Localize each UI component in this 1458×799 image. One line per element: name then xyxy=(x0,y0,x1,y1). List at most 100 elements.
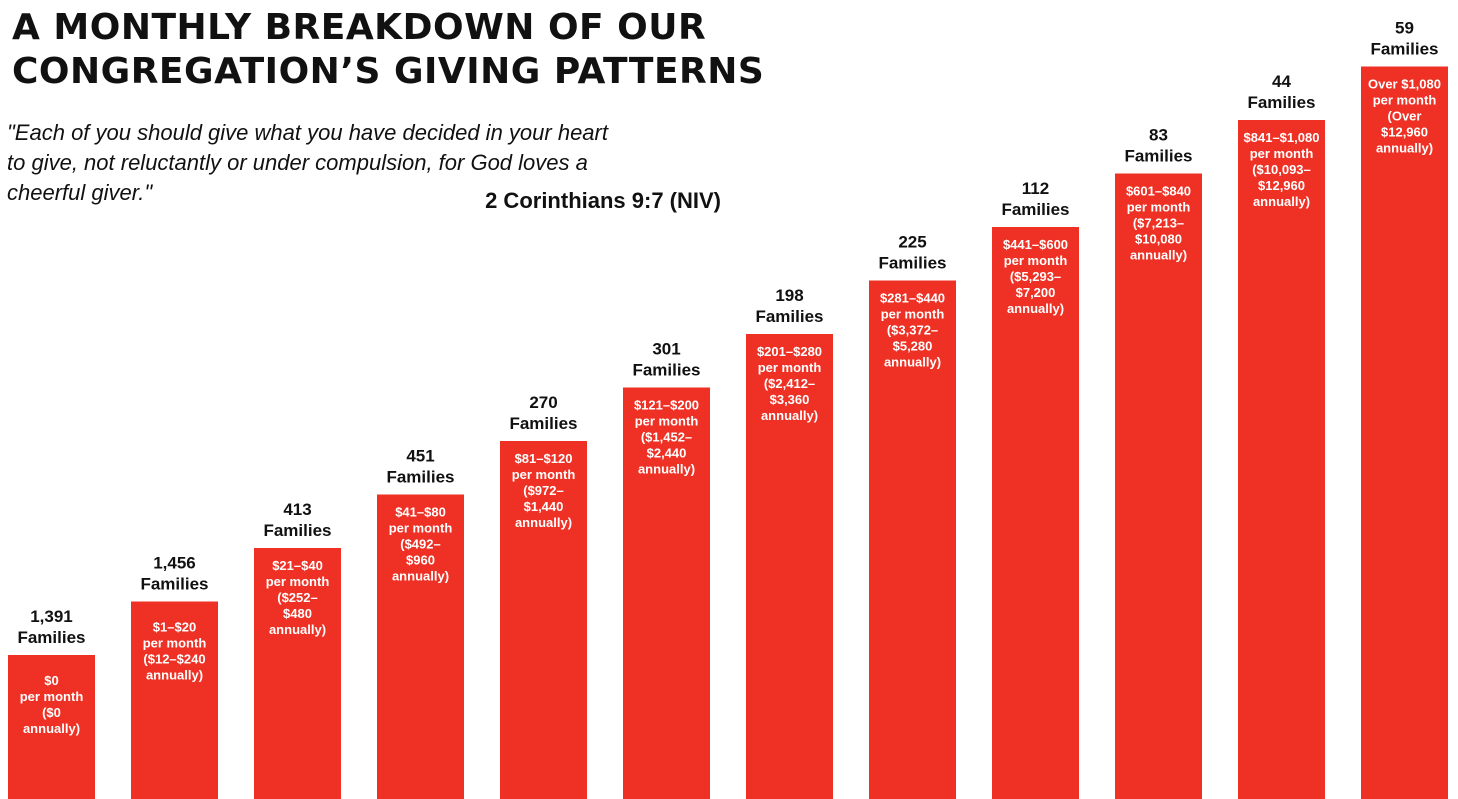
bar xyxy=(1238,120,1325,799)
bar-category-label: per month xyxy=(512,467,576,482)
bar-category-label: per month xyxy=(1127,200,1191,215)
chart-title: A MONTHLY BREAKDOWN OF OUR CONGREGATION’… xyxy=(12,6,772,94)
bar-category-label: $1–$20 xyxy=(153,620,196,635)
bar-category-label: $41–$80 xyxy=(395,505,446,520)
bar-category-label: $10,080 xyxy=(1135,232,1182,247)
bar-value-label: 301 xyxy=(652,340,680,359)
bar-value-label: 451 xyxy=(406,447,434,466)
bar-category-label: $960 xyxy=(406,553,435,568)
bar-category-label: $841–$1,080 xyxy=(1244,130,1320,145)
bar-category-label: per month xyxy=(266,574,330,589)
quote-line-3: cheerful giver." xyxy=(7,180,153,205)
bar-category-label: $121–$200 xyxy=(634,398,699,413)
bar-value-label: 413 xyxy=(283,500,311,519)
bar-category-label: annually) xyxy=(761,408,818,423)
title-line-2: CONGREGATION’S GIVING PATTERNS xyxy=(12,51,765,92)
bar-category-label: ($972– xyxy=(523,483,563,498)
bar-value-label: 1,391 xyxy=(30,607,73,626)
bar xyxy=(500,441,587,799)
bar-category-label: $12,960 xyxy=(1381,125,1428,140)
bar-category-label: per month xyxy=(635,414,699,429)
bar-unit-label: Families xyxy=(17,628,85,647)
bar-unit-label: Families xyxy=(1001,200,1069,219)
bar-unit-label: Families xyxy=(1247,93,1315,112)
bar-category-label: $281–$440 xyxy=(880,291,945,306)
bar-category-label: $480 xyxy=(283,606,312,621)
bar-category-label: ($5,293– xyxy=(1010,269,1061,284)
bar-category-label: annually) xyxy=(1007,301,1064,316)
bar-category-label: annually) xyxy=(1130,248,1187,263)
bar xyxy=(746,334,833,799)
bar-category-label: $1,440 xyxy=(524,499,564,514)
bar xyxy=(1361,66,1448,799)
bar-category-label: ($2,412– xyxy=(764,376,815,391)
bar-value-label: 59 xyxy=(1395,19,1414,38)
bar-category-label: ($0 xyxy=(42,705,61,720)
bar-category-label: ($492– xyxy=(400,537,440,552)
bar-unit-label: Families xyxy=(509,414,577,433)
quote-line-1: "Each of you should give what you have d… xyxy=(7,120,608,145)
bar xyxy=(1115,173,1202,799)
bar-category-label: per month xyxy=(881,307,945,322)
title-line-1: A MONTHLY BREAKDOWN OF OUR xyxy=(12,7,707,48)
bar-category-label: per month xyxy=(1250,146,1314,161)
bar xyxy=(623,387,710,799)
bar-category-label: ($10,093– xyxy=(1252,162,1311,177)
bar-unit-label: Families xyxy=(632,361,700,380)
bar-unit-label: Families xyxy=(878,254,946,273)
bar-category-label: (Over xyxy=(1388,109,1422,124)
bar-value-label: 198 xyxy=(775,286,803,305)
bar-category-label: per month xyxy=(143,636,207,651)
scripture-quote: "Each of you should give what you have d… xyxy=(7,118,737,208)
bar-value-label: 1,456 xyxy=(153,554,196,573)
bar-category-label: $441–$600 xyxy=(1003,237,1068,252)
bar-category-label: annually) xyxy=(884,355,941,370)
bar-category-label: $601–$840 xyxy=(1126,184,1191,199)
bar-category-label: $81–$120 xyxy=(515,451,573,466)
bar-unit-label: Families xyxy=(140,575,208,594)
bar-category-label: ($1,452– xyxy=(641,430,692,445)
bar-unit-label: Families xyxy=(1124,147,1192,166)
bar-category-label: annually) xyxy=(1376,141,1433,156)
bar-category-label: per month xyxy=(20,689,84,704)
bar-category-label: $0 xyxy=(44,673,58,688)
bar-category-label: $3,360 xyxy=(770,392,810,407)
bar-category-label: Over $1,080 xyxy=(1368,77,1441,92)
scripture-citation: 2 Corinthians 9:7 (NIV) xyxy=(485,188,721,213)
bar-category-label: annually) xyxy=(392,569,449,584)
bar-category-label: annually) xyxy=(638,462,695,477)
bar-category-label: per month xyxy=(758,360,822,375)
bar-category-label: ($12–$240 xyxy=(143,652,205,667)
bar-unit-label: Families xyxy=(386,468,454,487)
bar-value-label: 270 xyxy=(529,393,557,412)
quote-line-2: to give, not reluctantly or under compul… xyxy=(7,150,588,175)
bar-category-label: $5,280 xyxy=(893,339,933,354)
bar-category-label: $21–$40 xyxy=(272,558,323,573)
bar xyxy=(8,655,95,799)
bar-category-label: $2,440 xyxy=(647,446,687,461)
bar-category-label: ($7,213– xyxy=(1133,216,1184,231)
bar-category-label: per month xyxy=(1004,253,1068,268)
bar-category-label: annually) xyxy=(269,622,326,637)
bar-value-label: 112 xyxy=(1022,179,1049,198)
bar-category-label: annually) xyxy=(1253,194,1310,209)
bar-unit-label: Families xyxy=(1370,40,1438,59)
bar-category-label: ($252– xyxy=(277,590,317,605)
bar-category-label: $12,960 xyxy=(1258,178,1305,193)
bar-category-label: per month xyxy=(1373,93,1437,108)
bar-category-label: annually) xyxy=(515,515,572,530)
bar-category-label: $201–$280 xyxy=(757,344,822,359)
bar xyxy=(377,494,464,799)
